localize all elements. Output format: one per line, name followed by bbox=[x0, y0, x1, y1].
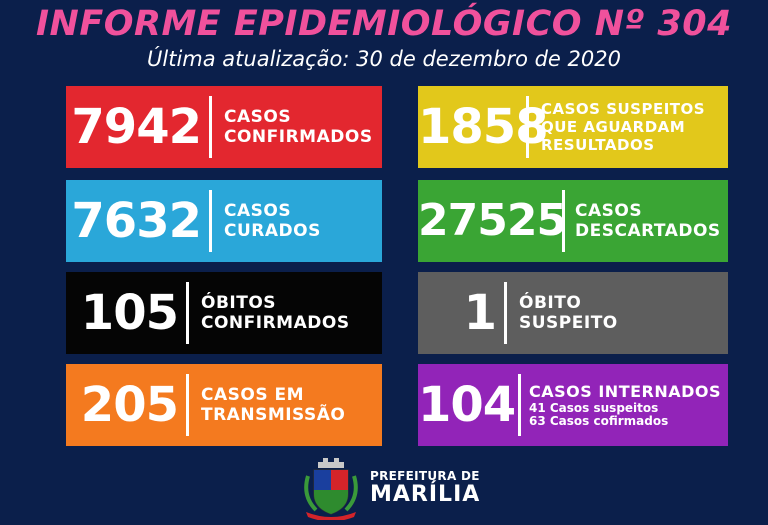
confirmed-cases-label: CASOS CONFIRMADOS bbox=[224, 107, 373, 147]
card-divider bbox=[186, 374, 189, 436]
card-confirmed-deaths: 105 ÓBITOS CONFIRMADOS bbox=[66, 272, 382, 354]
page-title: INFORME EPIDEMIOLÓGICO Nº 304 bbox=[36, 4, 732, 44]
confirmed-deaths-label: ÓBITOS CONFIRMADOS bbox=[201, 293, 350, 333]
suspected-cases-label: CASOS SUSPEITOS QUE AGUARDAM RESULTADOS bbox=[541, 100, 706, 154]
suspected-cases-value: 1858 bbox=[418, 99, 549, 155]
discarded-cases-value: 27525 bbox=[418, 195, 567, 246]
cured-cases-value: 7632 bbox=[71, 193, 202, 249]
page-subtitle: Última atualização: 30 de dezembro de 20… bbox=[147, 47, 621, 71]
municipal-coat-of-arms-icon bbox=[304, 458, 358, 520]
card-divider bbox=[209, 190, 212, 252]
card-discarded-cases: 27525 CASOS DESCARTADOS bbox=[418, 180, 728, 262]
suspect-death-label: ÓBITO SUSPEITO bbox=[519, 293, 618, 333]
card-suspected-cases: 1858 CASOS SUSPEITOS QUE AGUARDAM RESULT… bbox=[418, 86, 728, 168]
card-cured-cases: 7632 CASOS CURADOS bbox=[66, 180, 382, 262]
footer-city-name: MARÍLIA bbox=[370, 482, 481, 507]
card-divider bbox=[209, 96, 212, 158]
hospitalized-suspected-detail: 41 Casos suspeitos bbox=[529, 401, 659, 415]
cured-cases-label: CASOS CURADOS bbox=[224, 201, 321, 241]
hospitalized-confirmed-detail: 63 Casos cofirmados bbox=[529, 414, 669, 428]
card-divider bbox=[526, 96, 529, 158]
card-confirmed-cases: 7942 CASOS CONFIRMADOS bbox=[66, 86, 382, 168]
card-divider bbox=[518, 374, 521, 436]
card-divider bbox=[562, 190, 565, 252]
card-suspect-death: 1 ÓBITO SUSPEITO bbox=[418, 272, 728, 354]
footer-text: PREFEITURA DE MARÍLIA bbox=[370, 469, 480, 507]
card-divider bbox=[504, 282, 507, 344]
hospitalized-cases-value: 104 bbox=[418, 377, 516, 433]
suspect-death-value: 1 bbox=[463, 285, 497, 341]
transmission-cases-label: CASOS EM TRANSMISSÃO bbox=[201, 385, 346, 425]
card-transmission-cases: 205 CASOS EM TRANSMISSÃO bbox=[66, 364, 382, 446]
footer-line1: PREFEITURA DE bbox=[370, 469, 480, 483]
card-divider bbox=[186, 282, 189, 344]
hospitalized-cases-label: CASOS INTERNADOS 41 Casos suspeitos 63 C… bbox=[529, 382, 722, 428]
discarded-cases-label: CASOS DESCARTADOS bbox=[575, 201, 721, 241]
transmission-cases-value: 205 bbox=[80, 377, 179, 433]
confirmed-cases-value: 7942 bbox=[71, 99, 202, 155]
footer-logo: PREFEITURA DE MARÍLIA bbox=[300, 456, 480, 520]
confirmed-deaths-value: 105 bbox=[80, 285, 179, 341]
card-hospitalized-cases: 104 CASOS INTERNADOS 41 Casos suspeitos … bbox=[418, 364, 728, 446]
